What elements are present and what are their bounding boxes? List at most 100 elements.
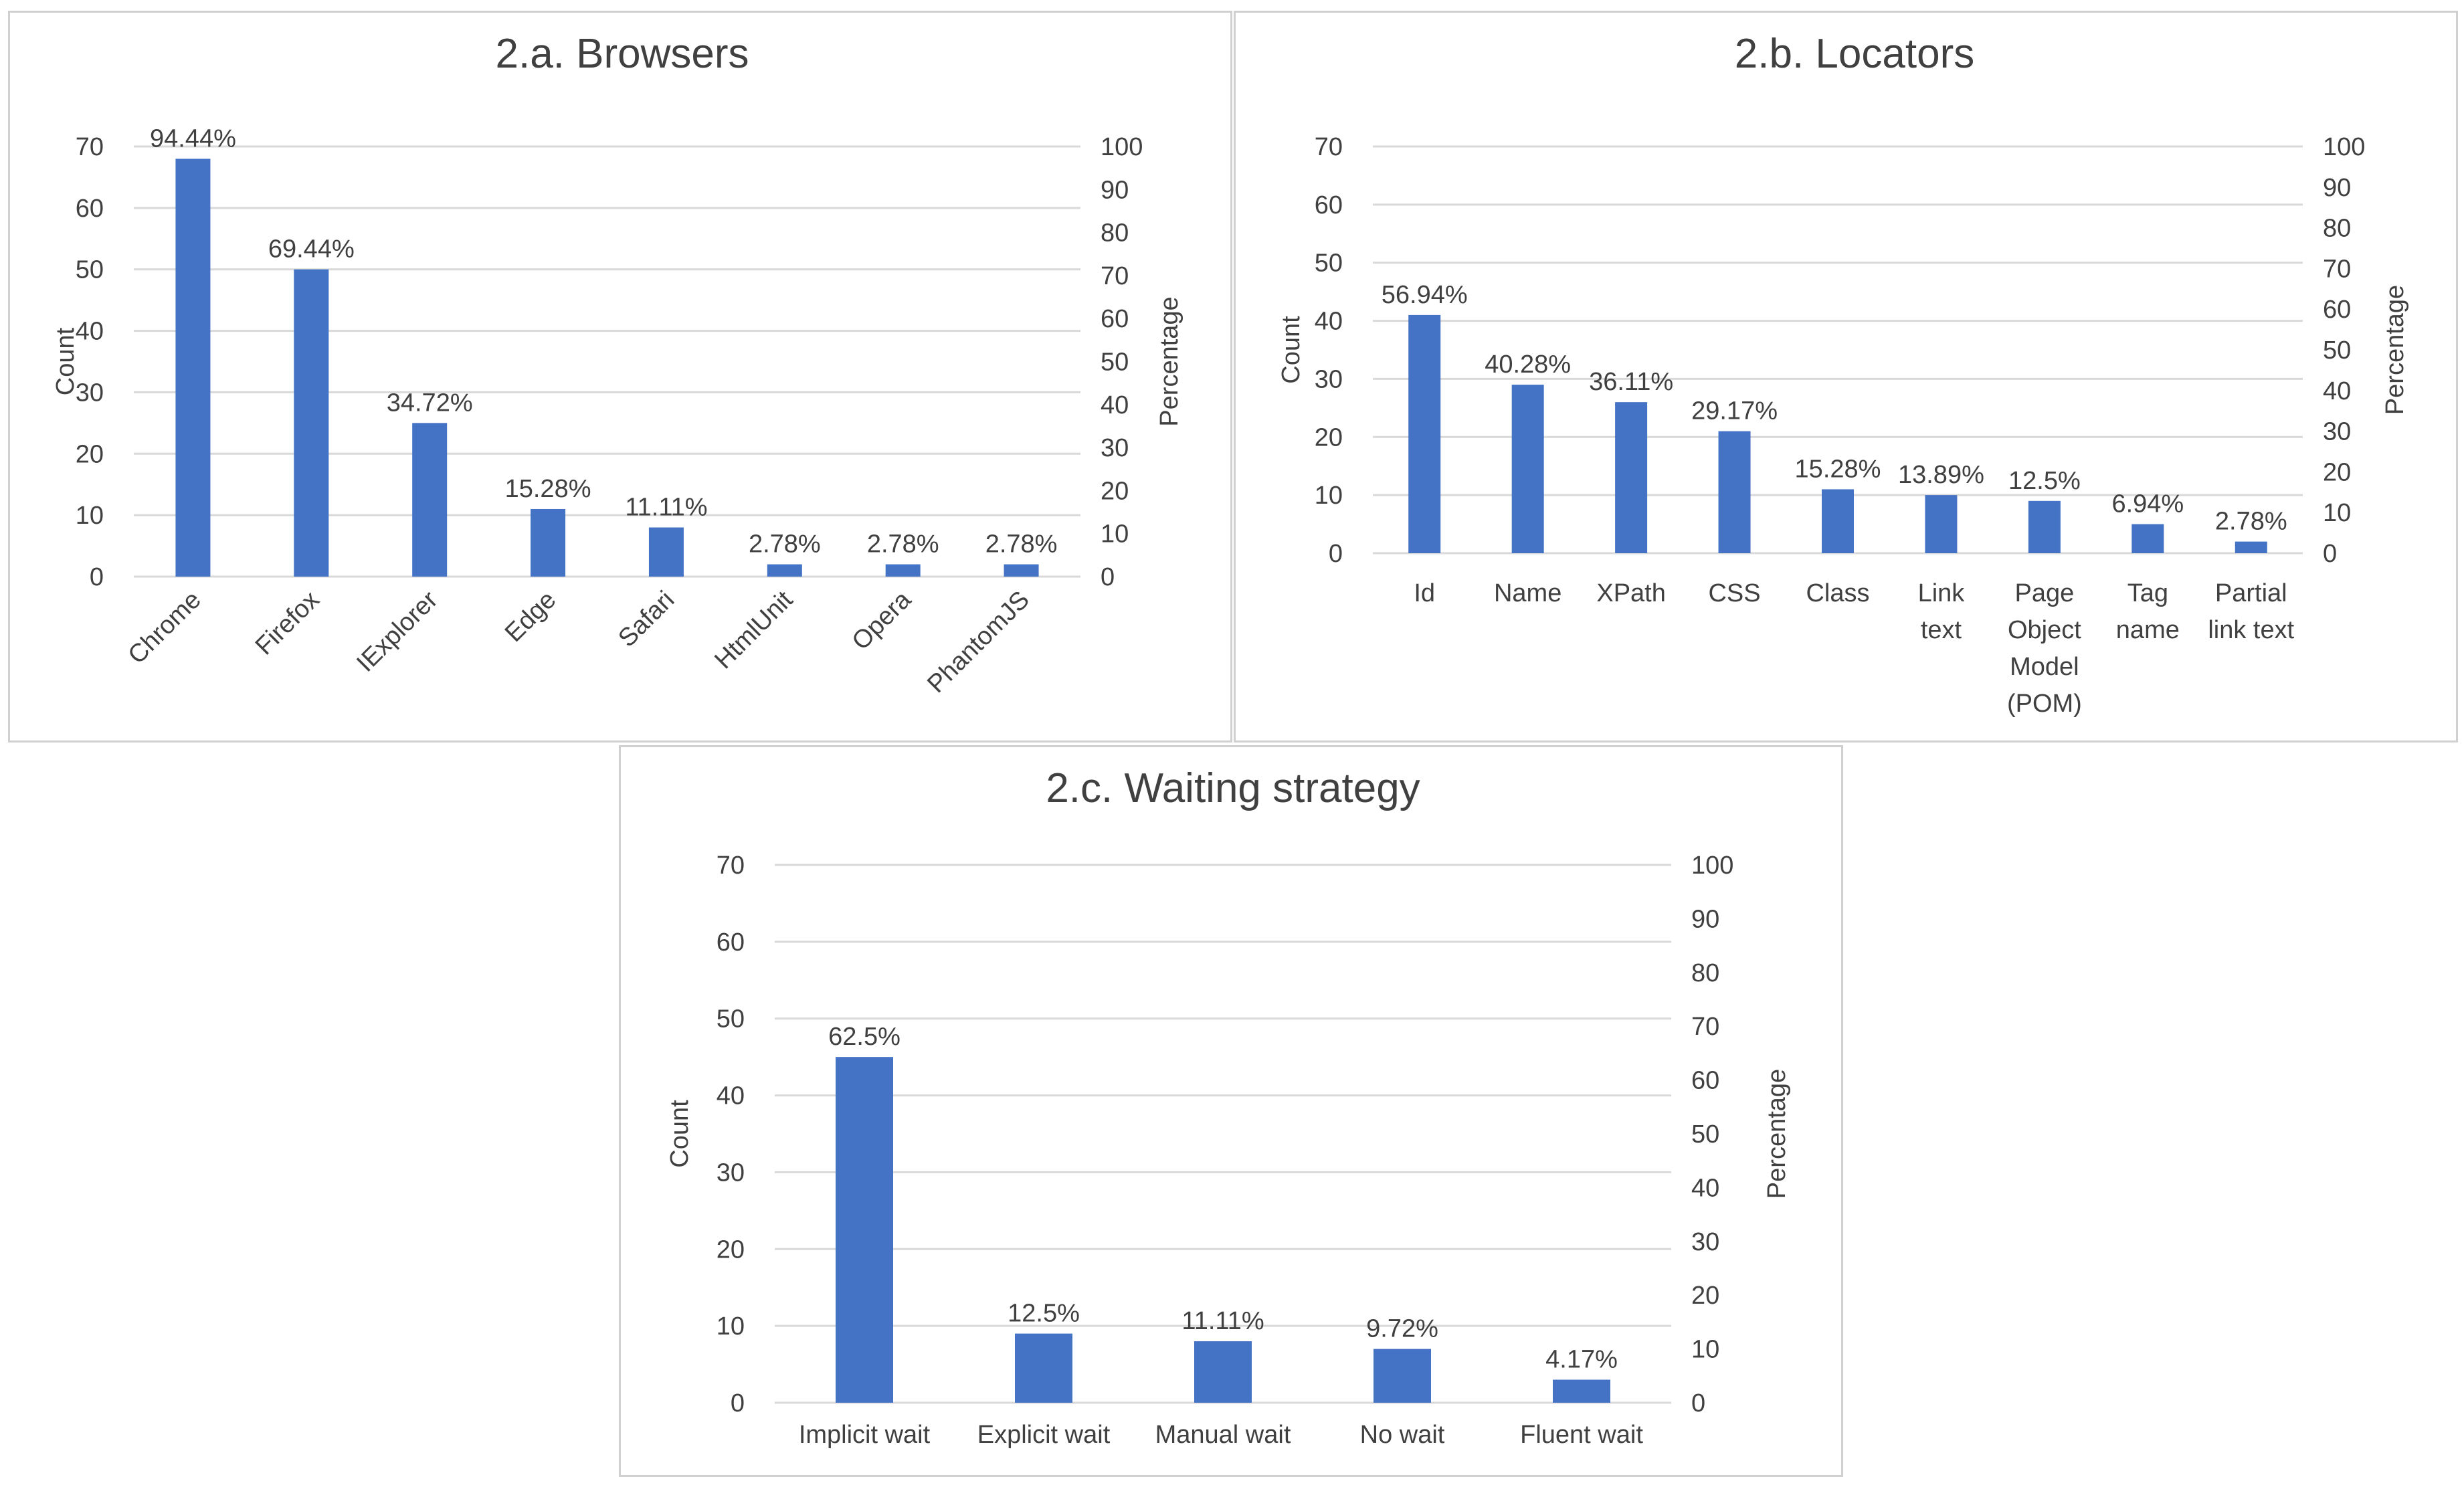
chart-title: 2.a. Browsers xyxy=(495,31,749,77)
y-tick-label: 60 xyxy=(76,195,104,223)
y2-tick-label: 50 xyxy=(2323,336,2351,365)
chart-waiting-strategy: 2.c. Waiting strategy 0 10 20 30 40 50 60 70 0 10 2… xyxy=(666,765,1791,1449)
category-label: No wait xyxy=(1360,1421,1445,1449)
data-label: 4.17% xyxy=(1545,1346,1618,1374)
chart-panel-waiting-strategy: 2.c. Waiting strategy 0 10 20 30 40 50 60 70 0 10 2… xyxy=(619,745,1843,1477)
y-tick-label: 60 xyxy=(717,928,745,957)
y-tick-label: 70 xyxy=(1315,133,1343,161)
y2-tick-label: 40 xyxy=(1101,391,1129,419)
category-label: Id xyxy=(1414,579,1435,607)
y-tick-label: 50 xyxy=(717,1005,745,1033)
y-tick-label: 30 xyxy=(1315,365,1343,393)
data-label: 2.78% xyxy=(749,530,821,559)
y-tick-label: 50 xyxy=(76,256,104,284)
category-label: HtmlUnit xyxy=(709,585,798,674)
bar xyxy=(1015,1333,1072,1403)
bar xyxy=(1004,564,1039,577)
data-label: 11.11% xyxy=(1181,1307,1264,1335)
y2-tick-label: 0 xyxy=(2323,540,2337,568)
bar xyxy=(1718,431,1751,553)
bar xyxy=(1373,1349,1431,1403)
y-axis-label: Count xyxy=(1277,316,1305,384)
y2-tick-label: 90 xyxy=(1691,905,1719,933)
category-label: Explicit wait xyxy=(977,1421,1111,1449)
chart-browsers: 2.a. Browsers 0 10 20 30 40 50 60 70 0 10 20 30 40 50 6… xyxy=(52,31,1183,699)
y2-tick-label: 100 xyxy=(2323,133,2365,161)
bar xyxy=(412,423,448,577)
category-label: Implicit wait xyxy=(799,1421,931,1449)
y2-tick-label: 100 xyxy=(1101,133,1143,161)
y2-tick-label: 30 xyxy=(1691,1228,1719,1256)
chart-locators: 2.b. Locators 0 10 20 30 40 50 60 70 0 10 20 30 40 50 6… xyxy=(1277,31,2409,718)
chart-title: 2.c. Waiting strategy xyxy=(1046,765,1420,811)
y-tick-label: 40 xyxy=(1315,308,1343,336)
bar xyxy=(2235,541,2267,553)
y-tick-label: 20 xyxy=(1315,423,1343,452)
y2-tick-label: 70 xyxy=(2323,255,2351,283)
y2-tick-label: 50 xyxy=(1101,349,1129,377)
y-tick-label: 30 xyxy=(717,1159,745,1187)
category-label: Chrome xyxy=(123,586,207,670)
y-tick-label: 0 xyxy=(90,563,104,591)
data-label: 62.5% xyxy=(828,1023,901,1051)
y2-axis-label: Percentage xyxy=(1155,296,1183,426)
y2-tick-label: 20 xyxy=(1101,477,1129,505)
y2-tick-label: 60 xyxy=(2323,296,2351,324)
chart-panel-locators: 2.b. Locators 0 10 20 30 40 50 60 70 0 10 20 30 40 50 6… xyxy=(1234,11,2458,742)
data-label: 2.78% xyxy=(867,530,939,559)
y2-tick-label: 0 xyxy=(1101,563,1115,591)
category-label: Class xyxy=(1806,579,1869,607)
data-label: 11.11% xyxy=(625,494,707,522)
y2-tick-label: 60 xyxy=(1101,305,1129,333)
category-label: Manual wait xyxy=(1155,1421,1291,1449)
bar xyxy=(1511,385,1544,553)
category-label: Edge xyxy=(500,586,561,648)
data-label: 12.5% xyxy=(1008,1300,1080,1328)
category-label: Opera xyxy=(847,585,917,656)
y-tick-label: 0 xyxy=(1329,540,1343,568)
category-label: (POM) xyxy=(2007,690,2082,718)
y2-tick-label: 50 xyxy=(1691,1120,1719,1149)
y-tick-label: 20 xyxy=(76,440,104,468)
y2-axis-label: Percentage xyxy=(2381,285,2409,415)
bar xyxy=(2131,524,2164,553)
y2-tick-label: 70 xyxy=(1101,262,1129,290)
category-label: CSS xyxy=(1708,579,1760,607)
chart-title: 2.b. Locators xyxy=(1735,31,1974,77)
data-label: 9.72% xyxy=(1366,1315,1438,1343)
category-label: link text xyxy=(2208,616,2294,644)
y2-tick-label: 30 xyxy=(1101,434,1129,462)
bar xyxy=(1194,1341,1252,1403)
data-label: 2.78% xyxy=(2215,508,2287,536)
data-label: 29.17% xyxy=(1691,397,1778,425)
y2-tick-label: 80 xyxy=(1101,219,1129,248)
bar xyxy=(1925,495,1958,553)
bar xyxy=(1822,489,1854,553)
data-label: 15.28% xyxy=(505,475,591,503)
y-tick-label: 30 xyxy=(76,379,104,407)
bar xyxy=(885,564,921,577)
y-tick-label: 0 xyxy=(731,1389,745,1417)
y2-tick-label: 30 xyxy=(2323,418,2351,446)
category-label: Link xyxy=(1918,579,1966,607)
y-tick-label: 50 xyxy=(1315,250,1343,278)
y2-tick-label: 10 xyxy=(2323,499,2351,527)
data-label: 13.89% xyxy=(1898,461,1984,489)
bar xyxy=(1408,314,1441,553)
y-tick-label: 10 xyxy=(1315,482,1343,510)
y2-tick-label: 80 xyxy=(1691,959,1719,987)
y-tick-label: 40 xyxy=(717,1082,745,1110)
y2-tick-label: 70 xyxy=(1691,1013,1719,1041)
category-label: Partial xyxy=(2215,579,2287,607)
y-tick-label: 70 xyxy=(717,852,745,880)
bar xyxy=(1553,1379,1610,1403)
y-axis-label: Count xyxy=(666,1100,694,1168)
y-axis-label: Count xyxy=(52,327,80,395)
bar xyxy=(175,159,211,577)
category-label: XPath xyxy=(1596,579,1666,607)
category-label: Tag xyxy=(2127,579,2168,607)
bar xyxy=(294,269,329,577)
category-label: PhantomJS xyxy=(922,586,1035,699)
bar xyxy=(1615,402,1648,553)
data-label: 36.11% xyxy=(1589,368,1673,396)
